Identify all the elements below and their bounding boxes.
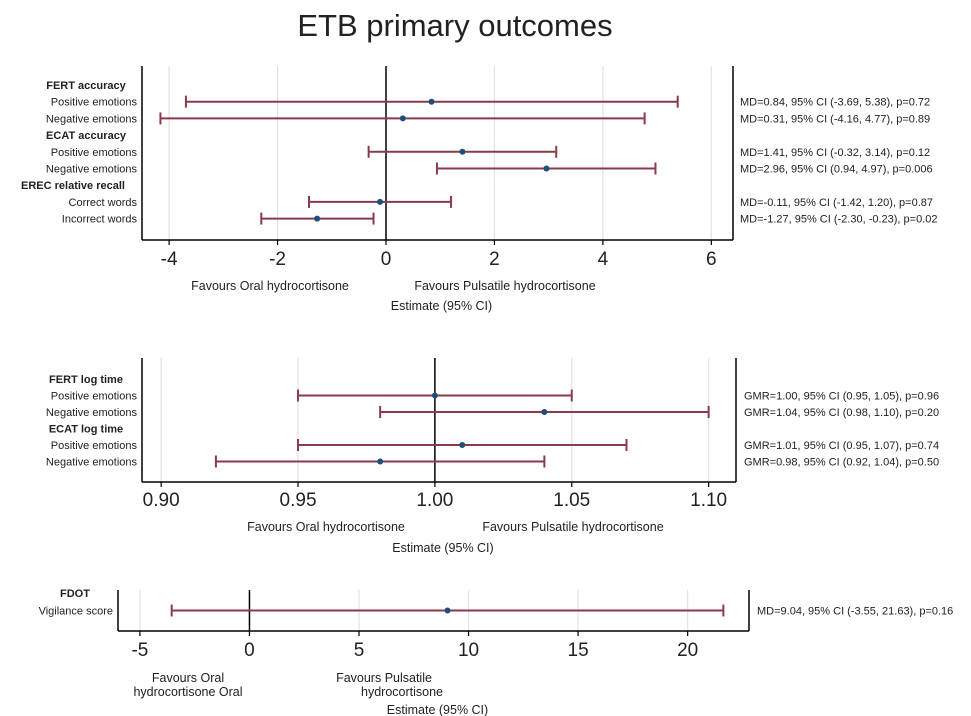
- row-label: Negative emotions: [46, 457, 138, 469]
- x-tick-label: 1.05: [553, 490, 590, 511]
- x-tick-label: 4: [598, 249, 609, 270]
- result-text: GMR=1.01, 95% CI (0.95, 1.07), p=0.74: [744, 440, 939, 452]
- point-estimate: [399, 115, 406, 122]
- chart-title: ETB primary outcomes: [297, 8, 613, 43]
- point-estimate: [377, 458, 384, 465]
- x-tick-label: 2: [489, 249, 500, 270]
- result-text: MD=0.84, 95% CI (-3.69, 5.38), p=0.72: [740, 97, 930, 109]
- row-header-label: FERT accuracy: [46, 80, 126, 92]
- result-text: GMR=1.00, 95% CI (0.95, 1.05), p=0.96: [744, 391, 939, 403]
- result-text: MD=2.96, 95% CI (0.94, 4.97), p=0.006: [740, 164, 933, 176]
- row-label: Incorrect words: [62, 214, 138, 226]
- result-text: MD=1.41, 95% CI (-0.32, 3.14), p=0.12: [740, 147, 930, 159]
- x-tick-label: 0.90: [143, 490, 180, 511]
- row-label: Positive emotions: [51, 391, 138, 403]
- point-estimate: [377, 198, 384, 205]
- row-label: Negative emotions: [46, 164, 138, 176]
- result-text: MD=0.31, 95% CI (-4.16, 4.77), p=0.89: [740, 113, 930, 125]
- result-text: MD=-1.27, 95% CI (-2.30, -0.23), p=0.02: [740, 214, 938, 226]
- row-header-label: EREC relative recall: [21, 180, 125, 192]
- result-text: GMR=1.04, 95% CI (0.98, 1.10), p=0.20: [744, 407, 939, 419]
- row-header-label: FERT log time: [49, 374, 123, 386]
- row-label: Vigilance score: [39, 606, 113, 618]
- x-axis-title: Estimate (95% CI): [387, 703, 488, 716]
- point-estimate: [428, 98, 435, 105]
- row-label: Positive emotions: [51, 440, 138, 452]
- result-text: GMR=0.98, 95% CI (0.92, 1.04), p=0.50: [744, 457, 939, 469]
- x-tick-label: 6: [706, 249, 717, 270]
- x-tick-label: 5: [354, 640, 365, 661]
- x-tick-label: 0.95: [280, 490, 317, 511]
- point-estimate: [541, 409, 548, 415]
- result-text: MD=9.04, 95% CI (-3.55, 21.63), p=0.16: [757, 606, 953, 618]
- x-tick-label: 10: [458, 640, 479, 661]
- point-estimate: [459, 148, 466, 155]
- x-tick-label: 0: [381, 249, 392, 270]
- x-tick-label: 1.10: [690, 490, 727, 511]
- point-estimate: [314, 215, 321, 222]
- row-label: Correct words: [69, 197, 138, 209]
- favours-right-label: Favours Pulsatile hydrocortisone: [482, 520, 663, 534]
- row-label: Negative emotions: [46, 113, 138, 125]
- favours-left-label: Favours Oral hydrocortisone: [191, 279, 349, 293]
- row-header-label: ECAT log time: [49, 424, 123, 436]
- point-estimate: [444, 607, 451, 614]
- x-tick-label: 0: [244, 640, 255, 661]
- row-label: Positive emotions: [51, 97, 138, 109]
- point-estimate: [459, 442, 466, 448]
- point-estimate: [431, 392, 438, 399]
- row-header-label: ECAT accuracy: [46, 130, 127, 142]
- favours-right-label: Favours Pulsatile hydrocortisone: [414, 279, 595, 293]
- x-tick-label: 15: [568, 640, 589, 661]
- x-tick-label: 20: [677, 640, 698, 661]
- x-axis-title: Estimate (95% CI): [392, 541, 493, 555]
- point-estimate: [543, 165, 550, 172]
- x-axis-title: Estimate (95% CI): [391, 299, 492, 313]
- x-tick-label: -4: [161, 249, 178, 270]
- x-tick-label: -2: [269, 249, 286, 270]
- favours-left-label: Favours Oral hydrocortisone: [247, 520, 405, 534]
- result-text: MD=-0.11, 95% CI (-1.42, 1.20), p=0.87: [740, 197, 933, 209]
- row-label: Negative emotions: [46, 407, 138, 419]
- favours-left-label: Favours Oral hydrocortisone Oral: [133, 671, 242, 699]
- x-tick-label: -5: [131, 640, 148, 661]
- x-tick-label: 1.00: [416, 490, 453, 511]
- favours-right-label: Favours Pulsatile hydrocortisone: [336, 671, 443, 699]
- row-header-label: FDOT: [60, 588, 90, 600]
- row-label: Positive emotions: [51, 147, 138, 159]
